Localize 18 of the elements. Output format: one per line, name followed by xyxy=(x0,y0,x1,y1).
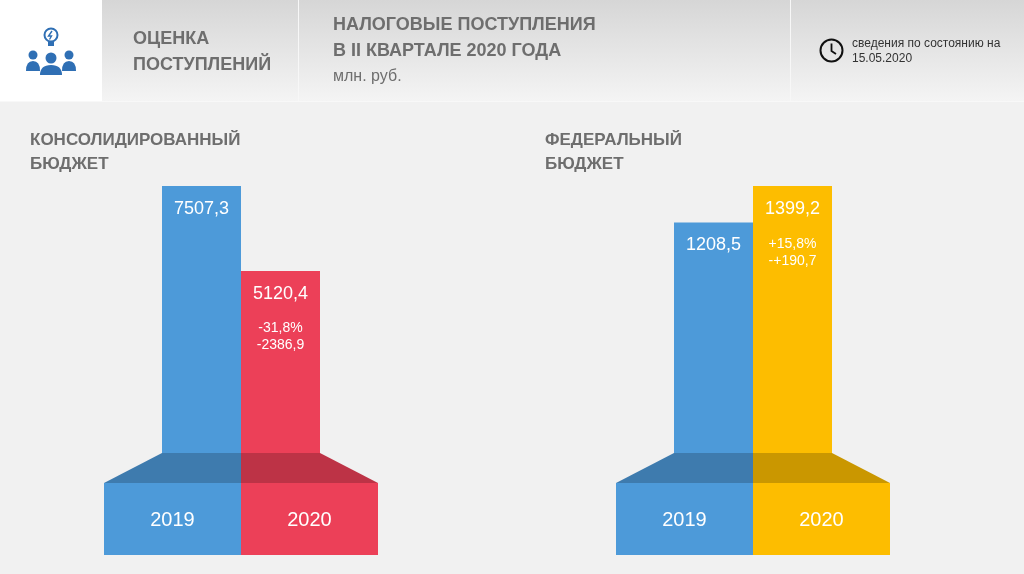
text: НАЛОГОВЫЕ ПОСТУПЛЕНИЯ В II КВАРТАЛЕ 2020 ГОДА xyxy=(333,13,597,62)
data-label: 7507,3 xyxy=(173,198,230,218)
chart-title: КОНСОЛИДИРОВАННЫЙ БЮДЖЕТ xyxy=(30,129,241,175)
chart-title: ФЕДЕРАЛЬНЫЙ БЮДЖЕТ xyxy=(545,129,682,175)
annotation: +15,8% xyxy=(768,234,817,251)
x-tick-label: 2019 xyxy=(662,508,707,530)
text: ОЦЕНКА ПОСТУПЛЕНИЙ xyxy=(133,27,272,76)
text: сведения по состоянию на 15.05.2020 xyxy=(852,36,1002,66)
annotation: -+190,7 xyxy=(768,251,817,268)
data-label: 1399,2 xyxy=(764,198,821,218)
data-label: 1208,5 xyxy=(685,234,742,255)
text: млн. руб. xyxy=(333,66,402,86)
data-label: 5120,4 xyxy=(252,282,309,303)
x-tick-label: 2020 xyxy=(799,508,844,530)
x-tick-label: 2020 xyxy=(287,508,332,530)
annotation: -2386,9 xyxy=(256,336,305,353)
x-tick-label: 2019 xyxy=(150,508,195,530)
annotation: -31,8% xyxy=(258,319,303,336)
